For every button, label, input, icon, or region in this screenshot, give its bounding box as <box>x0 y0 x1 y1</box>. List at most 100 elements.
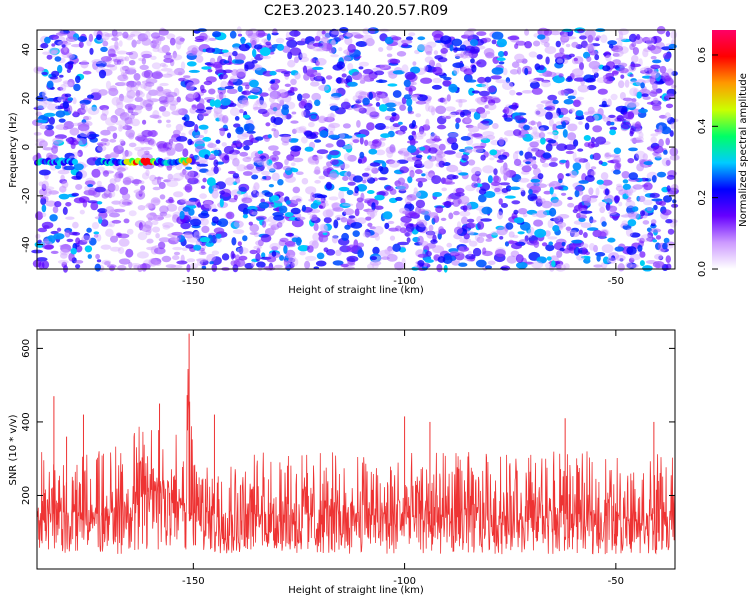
spectrogram-cell <box>152 214 164 221</box>
spectrogram-cell <box>455 117 461 124</box>
spectrogram-cell <box>506 255 517 264</box>
spectrogram-cell <box>116 233 122 237</box>
spectrogram-cell <box>658 114 667 119</box>
spectrogram-cell <box>551 260 556 268</box>
spectrogram-cell <box>140 185 146 191</box>
spectrogram-cell <box>191 104 197 111</box>
spectrogram-cell <box>658 138 664 148</box>
spectrogram-cell <box>300 38 306 42</box>
spectrogram-cell <box>584 251 590 256</box>
spectrogram-cell <box>291 87 298 92</box>
spectrogram-cell <box>343 35 351 39</box>
spectrogram-cell <box>468 232 479 236</box>
spectrogram-cell <box>40 42 49 49</box>
spectrogram-cell <box>414 159 423 169</box>
spectrogram-cell <box>666 185 671 192</box>
spectrogram-cell <box>629 232 641 238</box>
spectrogram-cell <box>233 194 238 200</box>
spectrogram-cell <box>310 114 317 120</box>
spectrogram-cell <box>651 175 657 183</box>
spectrogram-cell <box>221 49 229 53</box>
spectrogram-cell <box>325 181 332 190</box>
spectrogram-cell <box>483 48 495 57</box>
spectrogram-cell <box>384 222 390 230</box>
spectrogram-cell <box>406 194 417 201</box>
spectrogram-cell <box>415 177 428 183</box>
spectrogram-cell <box>404 203 415 212</box>
spectrogram-cell <box>131 39 137 48</box>
spectrogram-cell <box>546 71 557 77</box>
spectrogram-cell <box>650 45 662 55</box>
spectrogram-cell <box>622 183 632 191</box>
spectrogram-cell <box>265 122 271 127</box>
spectrogram-cell <box>408 211 418 217</box>
spectrogram-cell <box>578 180 589 184</box>
spectrogram-cell <box>271 250 277 257</box>
spectrogram-cell <box>291 218 304 228</box>
spectrogram-cell <box>427 212 438 217</box>
spectrogram-cell <box>636 238 645 242</box>
spectrogram-cell <box>369 226 377 230</box>
spectrogram-cell <box>520 187 525 192</box>
spectrogram-cell <box>575 116 585 120</box>
spectrogram-cell <box>638 108 648 114</box>
spectrogram-cell <box>179 170 191 178</box>
spectrogram-cell <box>229 30 237 39</box>
spectrogram-cell <box>316 194 328 199</box>
spectrogram-cell <box>581 194 592 204</box>
spectrogram-cell <box>294 72 301 80</box>
spectrogram-cell <box>565 159 570 169</box>
spectrogram-cell <box>600 172 609 181</box>
spectrogram-cell <box>640 210 645 217</box>
spectrogram-cell <box>611 70 619 76</box>
spectrogram-cell <box>150 32 161 39</box>
spectrogram-cell <box>61 180 69 189</box>
spectrogram-cell <box>157 86 164 92</box>
spectrogram-cell <box>469 46 480 54</box>
spectrogram-cell <box>77 121 90 128</box>
spectrogram-cell <box>595 187 600 196</box>
spectrogram-cell <box>446 242 453 248</box>
spectrogram-cell <box>245 29 254 37</box>
spectrogram-cell <box>437 256 446 263</box>
spectrogram-cell <box>632 139 644 143</box>
spectrogram-cell <box>455 122 460 130</box>
spectrogram-cell <box>410 66 421 74</box>
spectrogram-cell <box>514 115 524 121</box>
spectrogram-cell <box>618 201 623 207</box>
spectrogram-cell <box>459 246 470 252</box>
spectrogram-cell <box>619 92 626 100</box>
spectrogram-cell <box>42 51 51 55</box>
spectrogram-cell <box>294 56 299 64</box>
spectrogram-cell <box>181 116 187 121</box>
spectrogram-cell <box>41 180 49 190</box>
spectrogram-cell <box>563 98 574 105</box>
spectrogram-cell <box>102 40 109 47</box>
spectrogram-cell <box>252 48 257 58</box>
spectrogram-cell <box>603 51 611 58</box>
spectrogram-cell <box>315 260 327 267</box>
spectrogram-cell <box>547 131 558 135</box>
spectrogram-cell <box>186 258 196 263</box>
spectrogram-cell <box>491 31 504 40</box>
spectrogram-cell <box>481 81 489 89</box>
spectrogram-cell <box>349 142 353 146</box>
spectrogram-cell <box>137 231 148 241</box>
spectrogram-cell <box>457 198 462 205</box>
spectrogram-cell <box>154 247 166 255</box>
spectrogram-cell <box>157 176 162 186</box>
spectrogram-cell <box>364 228 371 238</box>
spectrogram-cell <box>284 158 289 166</box>
spectrogram-cell <box>540 100 552 104</box>
spectrogram-cell <box>413 187 418 195</box>
spectrogram-cell <box>341 232 349 241</box>
spectrogram-cell <box>100 138 109 142</box>
spectrogram-cell <box>118 93 125 102</box>
spectrogram-cell <box>217 218 229 228</box>
spectrogram-cell <box>219 198 224 208</box>
spectrogram-cell <box>185 200 197 206</box>
spectrogram-cell <box>226 132 232 139</box>
spectrogram-cell <box>226 211 235 220</box>
spectrogram-cell <box>467 250 473 257</box>
spectrogram-cell <box>446 174 457 180</box>
